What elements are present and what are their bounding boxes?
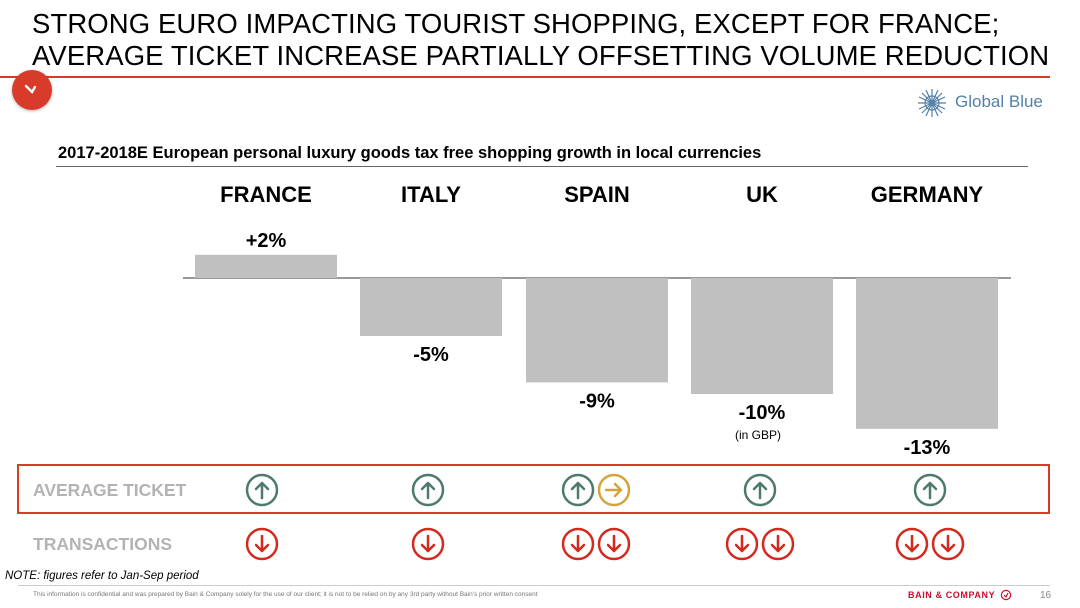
category-label-italy: ITALY — [401, 182, 461, 207]
global-blue-logo: Global Blue — [915, 88, 1045, 118]
category-label-france: FRANCE — [220, 182, 312, 207]
transactions-germany-down-arrow-icon-2 — [940, 534, 956, 553]
chart-title: 2017-2018E European personal luxury good… — [58, 144, 762, 162]
value-label-spain: -9% — [579, 390, 615, 412]
star-burst-icon — [918, 89, 946, 117]
page-number: 16 — [1040, 590, 1052, 601]
transactions-uk-down-arrow-icon-1 — [734, 534, 750, 553]
avg-ticket-spain-right-arrow-icon-2-circle — [597, 473, 631, 507]
transactions-spain-down-arrow-icon-2 — [606, 534, 622, 553]
footer-divider — [18, 585, 1050, 586]
value-label-france: +2% — [246, 230, 287, 252]
transactions-spain-down-arrow-icon-1-circle — [561, 527, 595, 561]
title-line-2: AVERAGE TICKET INCREASE PARTIALLY OFFSET… — [32, 40, 1050, 71]
transactions-germany-down-arrow-icon-2-circle — [931, 527, 965, 561]
annotation-uk: (in GBP) — [735, 428, 781, 442]
brand-logo-icon — [1000, 589, 1012, 601]
avg-ticket-france-up-arrow-icon-1 — [254, 481, 270, 500]
avg-ticket-germany-up-arrow-icon-1-circle — [913, 473, 947, 507]
disclaimer: This information is confidential and was… — [33, 591, 538, 598]
slide-title: STRONG EURO IMPACTING TOURIST SHOPPING, … — [32, 8, 1052, 72]
transactions-uk-down-arrow-icon-2-circle — [761, 527, 795, 561]
transactions-uk-down-arrow-icon-1-circle — [725, 527, 759, 561]
bar-uk — [691, 278, 833, 394]
category-label-germany: GERMANY — [871, 182, 984, 207]
transactions-spain-down-arrow-icon-2-circle — [597, 527, 631, 561]
bar-germany — [856, 278, 998, 429]
avg-ticket-spain-up-arrow-icon-1-circle — [561, 473, 595, 507]
transactions-uk-down-arrow-icon-2 — [770, 534, 786, 553]
bar-italy — [360, 278, 502, 336]
avg-ticket-italy-up-arrow-icon-1-circle — [411, 473, 445, 507]
value-label-germany: -13% — [904, 437, 951, 459]
avg-ticket-uk-up-arrow-icon-1-circle — [743, 473, 777, 507]
section-badge — [12, 70, 52, 110]
value-label-italy: -5% — [413, 344, 449, 366]
transactions-france-down-arrow-icon-1-circle — [245, 527, 279, 561]
footnote: NOTE: figures refer to Jan-Sep period — [5, 570, 199, 582]
transactions-label: TRANSACTIONS — [33, 534, 173, 554]
avg-ticket-germany-up-arrow-icon-1 — [922, 481, 938, 500]
avg-ticket-spain-right-arrow-icon-2 — [604, 482, 623, 498]
brand-name: BAIN & COMPANY — [908, 590, 996, 600]
avg-ticket-italy-up-arrow-icon-1 — [420, 481, 436, 500]
avg-ticket-france-up-arrow-icon-1-circle — [245, 473, 279, 507]
bar-spain — [526, 278, 668, 383]
avg-ticket-uk-up-arrow-icon-1 — [752, 481, 768, 500]
category-label-uk: UK — [746, 182, 778, 207]
transactions-france-down-arrow-icon-1 — [254, 534, 270, 553]
transactions-germany-down-arrow-icon-1 — [904, 534, 920, 553]
title-line-1: STRONG EURO IMPACTING TOURIST SHOPPING, … — [32, 8, 1000, 39]
category-label-spain: SPAIN — [564, 182, 630, 207]
avg-ticket-spain-up-arrow-icon-1 — [570, 481, 586, 500]
value-label-uk: -10% — [739, 402, 786, 424]
chart-title-rule — [56, 166, 1028, 167]
bar-france — [195, 254, 337, 278]
check-mark-icon — [24, 84, 37, 94]
average-ticket-highlight — [17, 464, 1050, 514]
logo-text: Global Blue — [955, 92, 1043, 111]
transactions-spain-down-arrow-icon-1 — [570, 534, 586, 553]
average-ticket-label: AVERAGE TICKET — [33, 480, 187, 500]
transactions-italy-down-arrow-icon-1-circle — [411, 527, 445, 561]
title-divider — [0, 76, 1050, 78]
transactions-germany-down-arrow-icon-1-circle — [895, 527, 929, 561]
transactions-italy-down-arrow-icon-1 — [420, 534, 436, 553]
